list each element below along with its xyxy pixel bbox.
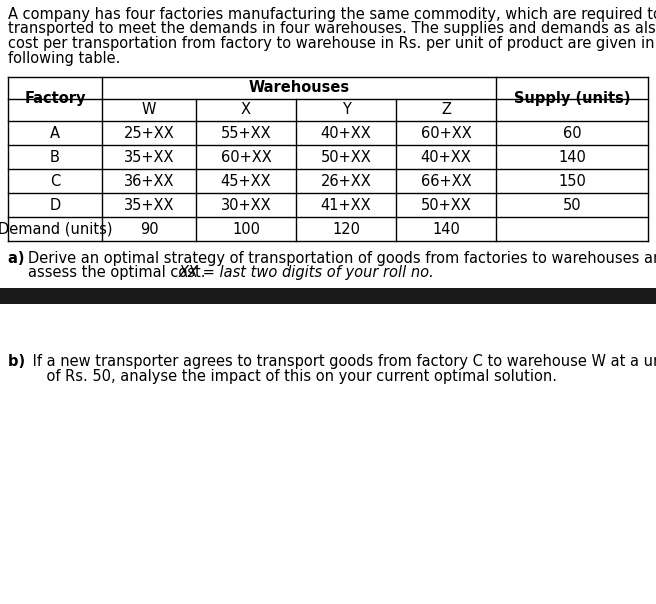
- Text: 150: 150: [558, 173, 586, 188]
- Text: cost per transportation from factory to warehouse in Rs. per unit of product are: cost per transportation from factory to …: [8, 36, 656, 51]
- Text: a): a): [8, 251, 30, 266]
- Text: 40+XX: 40+XX: [321, 126, 371, 141]
- Text: 50: 50: [563, 198, 581, 213]
- Text: D: D: [49, 198, 60, 213]
- Bar: [8, 77, 648, 241]
- Text: assess the optimal cost.: assess the optimal cost.: [28, 266, 210, 280]
- Text: 36+XX: 36+XX: [124, 173, 174, 188]
- Text: 140: 140: [558, 150, 586, 164]
- Text: Supply (units): Supply (units): [514, 91, 630, 106]
- Text: 60+XX: 60+XX: [220, 150, 272, 164]
- Text: If a new transporter agrees to transport goods from factory C to warehouse W at : If a new transporter agrees to transport…: [28, 354, 656, 369]
- Text: XX = last two digits of your roll no.: XX = last two digits of your roll no.: [179, 266, 435, 280]
- Text: 60: 60: [563, 126, 581, 141]
- Text: 25+XX: 25+XX: [123, 126, 174, 141]
- Text: 50+XX: 50+XX: [420, 198, 472, 213]
- Text: 35+XX: 35+XX: [124, 150, 174, 164]
- Text: 140: 140: [432, 222, 460, 237]
- Bar: [0, 288, 656, 304]
- Text: 50+XX: 50+XX: [321, 150, 371, 164]
- Text: Factory: Factory: [24, 91, 86, 106]
- Text: Warehouses: Warehouses: [249, 80, 350, 95]
- Text: 41+XX: 41+XX: [321, 198, 371, 213]
- Text: C: C: [50, 173, 60, 188]
- Text: 120: 120: [332, 222, 360, 237]
- Text: 60+XX: 60+XX: [420, 126, 472, 141]
- Text: Z: Z: [441, 103, 451, 118]
- Text: 26+XX: 26+XX: [321, 173, 371, 188]
- Text: A company has four factories manufacturing the same commodity, which are require: A company has four factories manufacturi…: [8, 7, 656, 22]
- Text: 55+XX: 55+XX: [220, 126, 272, 141]
- Text: 40+XX: 40+XX: [420, 150, 472, 164]
- Text: following table.: following table.: [8, 51, 120, 65]
- Text: X: X: [241, 103, 251, 118]
- Text: b): b): [8, 354, 30, 369]
- Text: transported to meet the demands in four warehouses. The supplies and demands as : transported to meet the demands in four …: [8, 22, 656, 36]
- Text: of Rs. 50, analyse the impact of this on your current optimal solution.: of Rs. 50, analyse the impact of this on…: [28, 368, 557, 384]
- Text: 30+XX: 30+XX: [220, 198, 272, 213]
- Text: A: A: [50, 126, 60, 141]
- Text: Derive an optimal strategy of transportation of goods from factories to warehous: Derive an optimal strategy of transporta…: [28, 251, 656, 266]
- Text: Demand (units): Demand (units): [0, 222, 112, 237]
- Text: 90: 90: [140, 222, 158, 237]
- Text: B: B: [50, 150, 60, 164]
- Text: 45+XX: 45+XX: [220, 173, 272, 188]
- Text: W: W: [142, 103, 156, 118]
- Text: Y: Y: [342, 103, 350, 118]
- Text: 100: 100: [232, 222, 260, 237]
- Text: 35+XX: 35+XX: [124, 198, 174, 213]
- Text: 66+XX: 66+XX: [420, 173, 471, 188]
